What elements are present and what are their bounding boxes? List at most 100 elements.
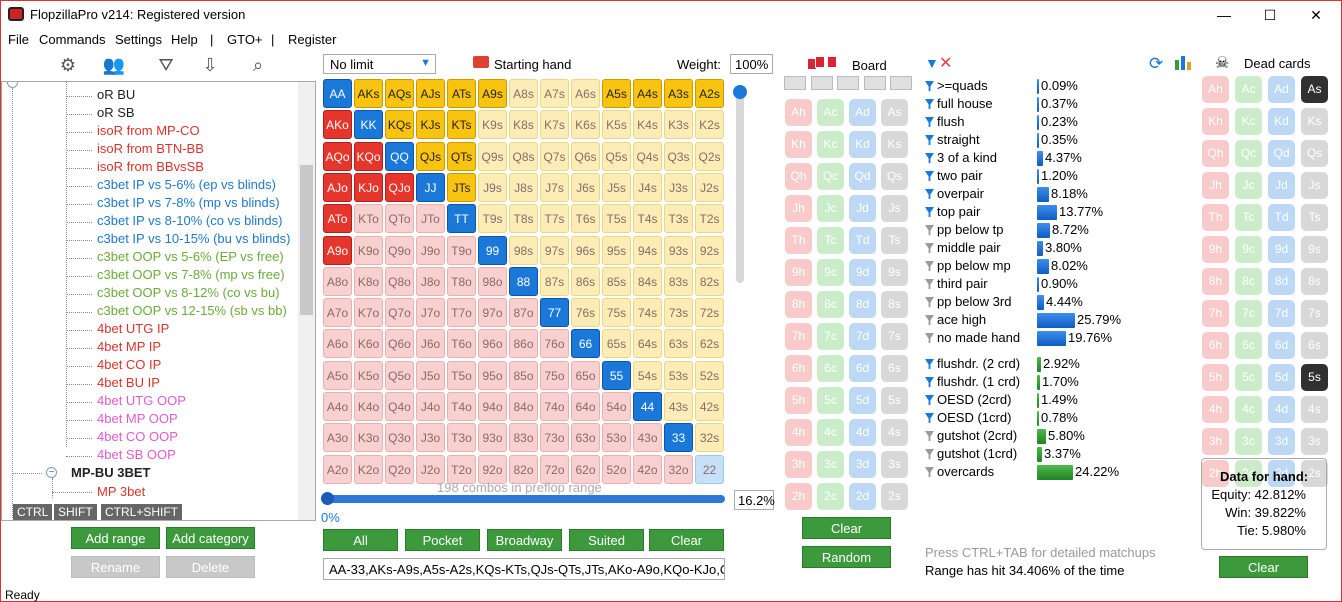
board-card-9h[interactable]: 9h [785,259,812,286]
hand-cell-Q2o[interactable]: Q2o [385,454,414,484]
board-card-5s[interactable]: 5s [881,387,908,414]
tree-item[interactable]: 4bet BU IP [97,375,160,390]
hand-cell-QTs[interactable]: QTs [447,141,476,171]
hand-cell-T4o[interactable]: T4o [447,392,476,421]
dead-card-2s[interactable]: 2s [1301,460,1328,487]
board-card-7d[interactable]: 7d [849,323,876,350]
hand-cell-AQs[interactable]: AQs [385,79,414,108]
hand-cell-JTs[interactable]: JTs [447,172,476,202]
hand-cell-74o[interactable]: 74o [540,392,569,421]
board-slot[interactable] [863,76,886,90]
hand-cell-96s[interactable]: 96s [571,235,600,265]
hand-cell-97s[interactable]: 97s [540,235,569,265]
hand-cell-32s[interactable]: 32s [695,423,724,453]
filter-icon[interactable] [925,171,934,181]
dead-card-Jd[interactable]: Jd [1268,172,1295,199]
hand-cell-88[interactable]: 88 [509,266,538,296]
dead-card-2h[interactable]: 2h [1202,460,1229,487]
hand-cell-QQ[interactable]: QQ [385,141,414,171]
hand-cell-J3s[interactable]: J3s [664,172,693,202]
hand-cell-KTo[interactable]: KTo [354,204,383,234]
weight-input[interactable]: 100% [730,54,773,74]
dead-card-5s[interactable]: 5s [1301,364,1328,391]
filter-icon[interactable] [925,413,934,423]
dead-card-Jc[interactable]: Jc [1235,172,1262,199]
clear-range-button[interactable]: Clear [649,529,724,551]
stat-row-made[interactable]: overpair [925,186,984,201]
board-card-6d[interactable]: 6d [849,355,876,382]
dead-card-3h[interactable]: 3h [1202,428,1229,455]
dead-card-9h[interactable]: 9h [1202,236,1229,263]
hand-cell-A3o[interactable]: A3o [323,423,352,453]
filter-icon[interactable]: ▼ [925,55,939,71]
users-icon[interactable]: 👥 [102,55,126,75]
dead-card-Qh[interactable]: Qh [1202,140,1229,167]
dead-card-Ts[interactable]: Ts [1301,204,1328,231]
tree-item[interactable]: isoR from BTN-BB [97,141,204,156]
dead-card-5d[interactable]: 5d [1268,364,1295,391]
hand-cell-K2s[interactable]: K2s [695,110,724,140]
dead-card-2d[interactable]: 2d [1268,460,1295,487]
hand-cell-A4s[interactable]: A4s [633,79,662,108]
hand-cell-76o[interactable]: 76o [540,329,569,359]
hand-cell-AKs[interactable]: AKs [354,79,383,108]
hand-cell-K7o[interactable]: K7o [354,298,383,328]
hand-cell-53o[interactable]: 53o [602,423,631,453]
hand-cell-73s[interactable]: 73s [664,298,693,328]
hand-cell-Q3s[interactable]: Q3s [664,141,693,171]
menu-help[interactable]: Help [171,32,198,47]
hand-cell-A6o[interactable]: A6o [323,329,352,359]
hand-cell-32o[interactable]: 32o [664,454,693,484]
board-clear-button[interactable]: Clear [802,517,891,539]
filter-icon[interactable] [925,395,934,405]
ctrl-shift-key[interactable]: CTRL+SHIFT [101,504,183,520]
tree-item[interactable]: c3bet IP vs 10-15% (bu vs blinds) [97,231,291,246]
hand-cell-54s[interactable]: 54s [633,360,662,390]
add-category-button[interactable]: Add category [166,527,255,549]
hand-cell-T9s[interactable]: T9s [478,204,507,234]
board-slot[interactable] [837,76,859,90]
stat-row-made[interactable]: ace high [925,312,986,327]
hand-cell-76s[interactable]: 76s [571,298,600,328]
hand-cell-95o[interactable]: 95o [478,360,507,390]
hand-cell-42o[interactable]: 42o [633,454,662,484]
hand-cell-Q7s[interactable]: Q7s [540,141,569,171]
hand-cell-95s[interactable]: 95s [602,235,631,265]
menu-gto[interactable]: GTO+ [227,32,263,47]
dead-card-Ad[interactable]: Ad [1268,76,1295,103]
hand-cell-83s[interactable]: 83s [664,266,693,296]
tree-item[interactable]: 4bet MP IP [97,339,162,354]
dead-card-Kh[interactable]: Kh [1202,108,1229,135]
board-card-Ts[interactable]: Ts [881,227,908,254]
filter-icon[interactable] [925,359,934,369]
hand-cell-KQs[interactable]: KQs [385,110,414,140]
hand-cell-Q5s[interactable]: Q5s [602,141,631,171]
board-card-Js[interactable]: Js [881,195,908,222]
hand-cell-J6s[interactable]: J6s [571,172,600,202]
hand-cell-K9o[interactable]: K9o [354,235,383,265]
dead-card-8d[interactable]: 8d [1268,268,1295,295]
filter-add-icon[interactable]: ⛛ [158,55,174,75]
filter-icon[interactable] [925,99,934,109]
hand-cell-AJs[interactable]: AJs [416,79,445,108]
hand-cell-QJo[interactable]: QJo [385,172,414,202]
board-card-6c[interactable]: 6c [817,355,844,382]
board-card-3c[interactable]: 3c [817,451,844,478]
filter-icon[interactable] [925,377,934,387]
hand-cell-J2o[interactable]: J2o [416,454,445,484]
board-card-Kd[interactable]: Kd [849,131,876,158]
hand-cell-63s[interactable]: 63s [664,329,693,359]
hand-cell-T7o[interactable]: T7o [447,298,476,328]
dead-card-Ah[interactable]: Ah [1202,76,1229,103]
board-card-3h[interactable]: 3h [785,451,812,478]
board-card-Kc[interactable]: Kc [817,131,844,158]
hand-cell-52s[interactable]: 52s [695,360,724,390]
dead-card-Kc[interactable]: Kc [1235,108,1262,135]
board-card-4d[interactable]: 4d [849,419,876,446]
gear-icon[interactable]: ⚙ [59,55,77,75]
dead-card-6d[interactable]: 6d [1268,332,1295,359]
hand-cell-AA[interactable]: AA [323,79,352,108]
hand-cell-K4o[interactable]: K4o [354,392,383,421]
filter-icon[interactable] [925,449,934,459]
board-card-6h[interactable]: 6h [785,355,812,382]
